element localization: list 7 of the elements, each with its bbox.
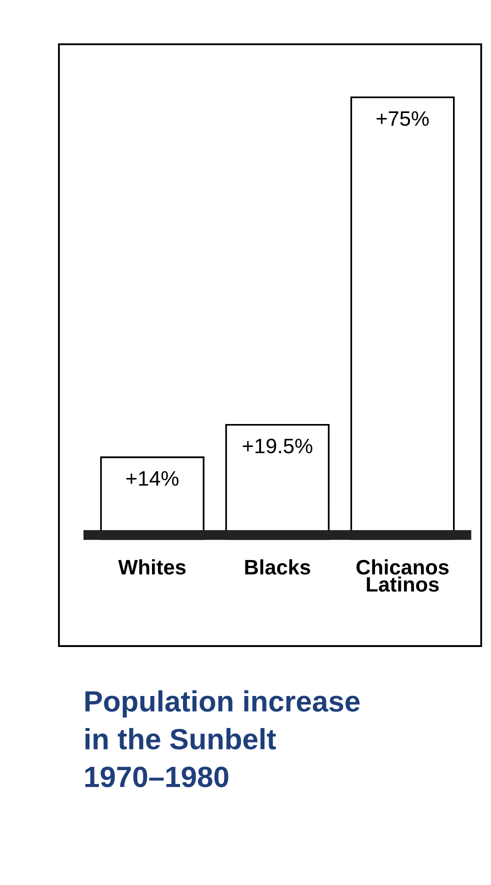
x-tick-label: Chicanos Latinos <box>356 559 449 592</box>
data-label: +75% <box>376 111 429 126</box>
x-tick-label: Blacks <box>245 559 310 575</box>
data-label: +19.5% <box>242 438 312 454</box>
x-tick-label: Whites <box>118 559 186 575</box>
data-label: +14% <box>126 471 178 486</box>
text: Population increase in the Sunbelt 1970–1980 <box>85 690 360 788</box>
